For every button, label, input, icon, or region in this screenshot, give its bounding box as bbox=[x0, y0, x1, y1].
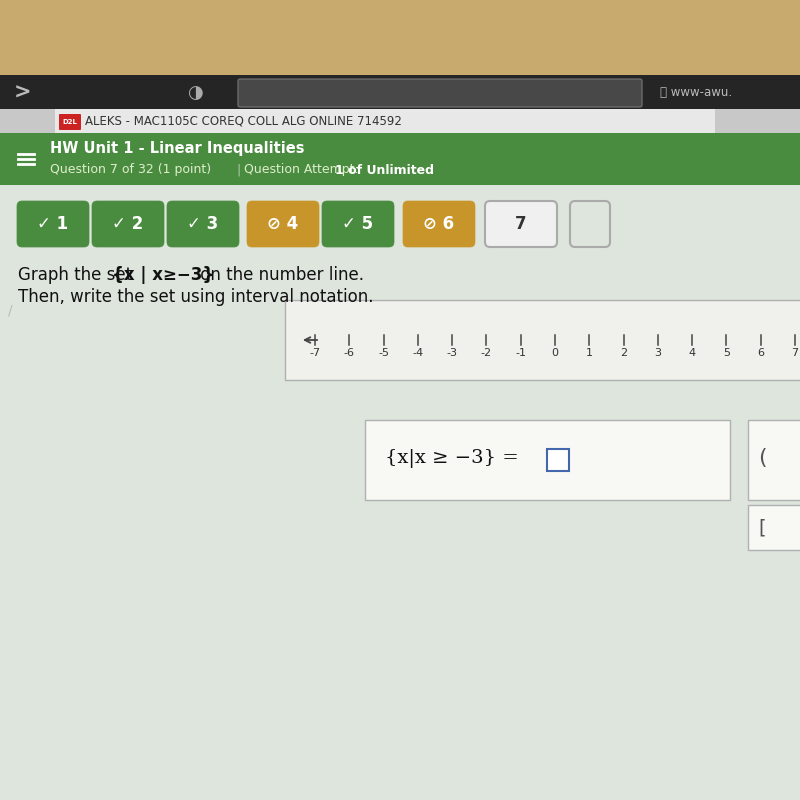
FancyBboxPatch shape bbox=[59, 114, 81, 130]
Text: ⊘ 6: ⊘ 6 bbox=[423, 215, 454, 233]
FancyBboxPatch shape bbox=[322, 201, 394, 247]
FancyBboxPatch shape bbox=[485, 201, 557, 247]
Text: /: / bbox=[8, 303, 13, 317]
FancyBboxPatch shape bbox=[92, 201, 164, 247]
FancyBboxPatch shape bbox=[17, 201, 89, 247]
Text: 1 of Unlimited: 1 of Unlimited bbox=[335, 163, 434, 177]
Text: 🔒 www-awu.: 🔒 www-awu. bbox=[660, 86, 732, 99]
Text: Question 7 of 32 (1 point): Question 7 of 32 (1 point) bbox=[50, 163, 211, 177]
FancyBboxPatch shape bbox=[403, 201, 475, 247]
FancyBboxPatch shape bbox=[365, 420, 730, 500]
FancyBboxPatch shape bbox=[0, 0, 800, 80]
Text: 2: 2 bbox=[620, 348, 627, 358]
Text: -3: -3 bbox=[446, 348, 458, 358]
Text: Question Attempt:: Question Attempt: bbox=[244, 163, 362, 177]
FancyBboxPatch shape bbox=[547, 449, 569, 471]
Text: 3: 3 bbox=[654, 348, 662, 358]
Text: -2: -2 bbox=[481, 348, 492, 358]
Text: (: ( bbox=[758, 448, 766, 468]
Text: ✓ 5: ✓ 5 bbox=[342, 215, 374, 233]
FancyBboxPatch shape bbox=[0, 133, 800, 185]
FancyBboxPatch shape bbox=[55, 109, 715, 133]
FancyBboxPatch shape bbox=[238, 79, 642, 107]
FancyBboxPatch shape bbox=[0, 109, 800, 133]
Text: ◑: ◑ bbox=[187, 84, 203, 102]
Text: 4: 4 bbox=[689, 348, 696, 358]
Text: {x | x≥−3}: {x | x≥−3} bbox=[112, 266, 214, 284]
FancyBboxPatch shape bbox=[167, 201, 239, 247]
Text: >: > bbox=[14, 83, 30, 103]
Text: 6: 6 bbox=[758, 348, 764, 358]
Text: 7: 7 bbox=[515, 215, 527, 233]
FancyBboxPatch shape bbox=[570, 201, 610, 247]
FancyBboxPatch shape bbox=[247, 201, 319, 247]
FancyBboxPatch shape bbox=[748, 505, 800, 550]
Text: -4: -4 bbox=[412, 348, 423, 358]
Text: Graph the set: Graph the set bbox=[18, 266, 138, 284]
Text: HW Unit 1 - Linear Inequalities: HW Unit 1 - Linear Inequalities bbox=[50, 142, 305, 157]
FancyBboxPatch shape bbox=[285, 300, 800, 380]
FancyBboxPatch shape bbox=[0, 75, 800, 800]
Text: {x|x ≥ −3} =: {x|x ≥ −3} = bbox=[385, 449, 525, 467]
Text: D2L: D2L bbox=[62, 119, 78, 125]
Text: -7: -7 bbox=[310, 348, 321, 358]
Text: [: [ bbox=[758, 518, 766, 538]
Text: ✓ 1: ✓ 1 bbox=[38, 215, 69, 233]
FancyBboxPatch shape bbox=[748, 420, 800, 500]
Text: on the number line.: on the number line. bbox=[195, 266, 364, 284]
Text: 1: 1 bbox=[586, 348, 593, 358]
Text: 0: 0 bbox=[551, 348, 558, 358]
Text: -1: -1 bbox=[515, 348, 526, 358]
Text: ALEKS - MAC1105C COREQ COLL ALG ONLINE 714592: ALEKS - MAC1105C COREQ COLL ALG ONLINE 7… bbox=[85, 114, 402, 127]
Text: ⊘ 4: ⊘ 4 bbox=[267, 215, 298, 233]
Text: |: | bbox=[236, 163, 240, 177]
Text: Then, write the set using interval notation.: Then, write the set using interval notat… bbox=[18, 288, 374, 306]
Text: 7: 7 bbox=[791, 348, 798, 358]
FancyBboxPatch shape bbox=[0, 185, 800, 800]
Text: ✓ 2: ✓ 2 bbox=[112, 215, 144, 233]
Text: -5: -5 bbox=[378, 348, 389, 358]
Text: 5: 5 bbox=[723, 348, 730, 358]
FancyBboxPatch shape bbox=[0, 75, 800, 110]
Text: -6: -6 bbox=[344, 348, 354, 358]
Text: ✓ 3: ✓ 3 bbox=[187, 215, 218, 233]
